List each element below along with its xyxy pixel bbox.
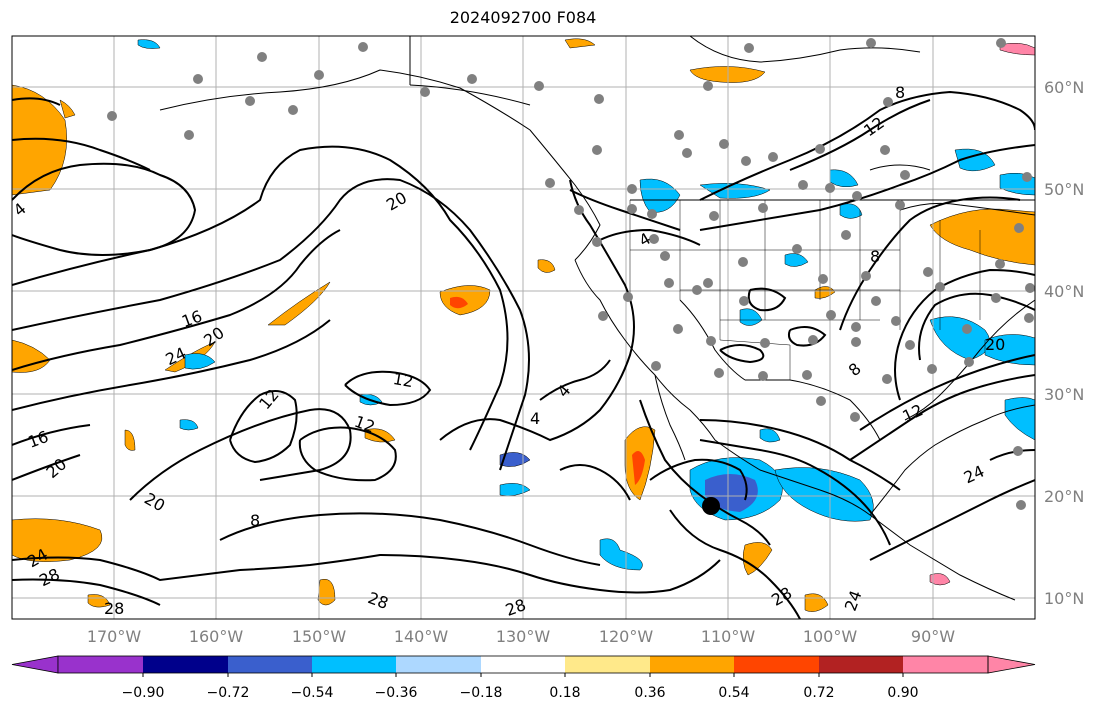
station-markers <box>107 38 1035 510</box>
colorbar-segment <box>396 656 481 673</box>
lon-label: 160°W <box>189 627 244 646</box>
colorbar-segment <box>312 656 396 673</box>
coastlines <box>159 36 1035 601</box>
contour-lines <box>12 90 1035 619</box>
contour-label: 20 <box>985 335 1005 354</box>
lat-label: 10°N <box>1044 589 1084 608</box>
colorbar-tick-label: 0.18 <box>549 685 580 701</box>
colorbar-segment <box>819 656 903 673</box>
lat-label: 50°N <box>1044 180 1084 199</box>
colorbar-extend-low <box>11 655 59 674</box>
colorbar-extend-high <box>987 655 1036 674</box>
latitude-labels: 60°N 50°N 40°N 30°N 20°N 10°N <box>1044 78 1084 608</box>
lon-label: 150°W <box>292 627 347 646</box>
colorbar-outline <box>57 655 989 674</box>
state-borders <box>629 200 981 380</box>
longitude-labels: 170°W 160°W 150°W 140°W 130°W 120°W 110°… <box>87 627 955 646</box>
colorbar-tick-label: 0.54 <box>718 685 749 701</box>
colorbar-segment <box>481 656 565 673</box>
colorbar-segment <box>903 656 988 673</box>
lat-label: 60°N <box>1044 78 1084 97</box>
colorbar-tick-label: 0.36 <box>634 685 665 701</box>
storm-center-marker <box>702 497 720 515</box>
lon-label: 120°W <box>599 627 654 646</box>
colorbar-tick-label: −0.36 <box>375 685 418 701</box>
contour-label: 28 <box>104 599 124 618</box>
contour-label: 4 <box>530 409 540 428</box>
lat-label: 30°N <box>1044 385 1084 404</box>
lon-label: 140°W <box>394 627 449 646</box>
colorbar-tick-label: −0.54 <box>291 685 334 701</box>
colorbar-tick-label: 0.72 <box>803 685 834 701</box>
colorbar-segment <box>650 656 734 673</box>
colorbar-segment <box>143 656 228 673</box>
lat-label: 40°N <box>1044 282 1084 301</box>
graticule <box>12 36 1035 619</box>
colorbar-segment <box>58 656 143 673</box>
colorbar-labels: −0.90 −0.72 −0.54 −0.36 −0.18 0.18 0.36 … <box>122 685 919 701</box>
contour-label: 8 <box>870 247 880 266</box>
contour-label: 12 <box>392 369 415 391</box>
lon-label: 170°W <box>87 627 142 646</box>
colorbar-segment <box>734 656 819 673</box>
lon-label: 130°W <box>496 627 551 646</box>
colorbar-segment <box>228 656 312 673</box>
lon-label: 100°W <box>803 627 858 646</box>
contour-label: 8 <box>895 83 905 102</box>
colorbar-segment <box>565 656 650 673</box>
colorbar <box>11 655 1036 677</box>
colorbar-tick-label: −0.90 <box>122 685 165 701</box>
map-border <box>11 35 1036 620</box>
colorbar-tick-label: 0.90 <box>887 685 918 701</box>
colorbar-tick-label: −0.18 <box>460 685 503 701</box>
shaded-field <box>12 38 1035 612</box>
map-title: 2024092700 F084 <box>449 8 597 27</box>
contour-label: 8 <box>250 511 260 530</box>
lon-label: 110°W <box>701 627 756 646</box>
contour-label: 28 <box>503 595 529 620</box>
colorbar-tick-label: −0.72 <box>207 685 250 701</box>
lon-label: 90°W <box>911 627 955 646</box>
lat-label: 20°N <box>1044 487 1084 506</box>
